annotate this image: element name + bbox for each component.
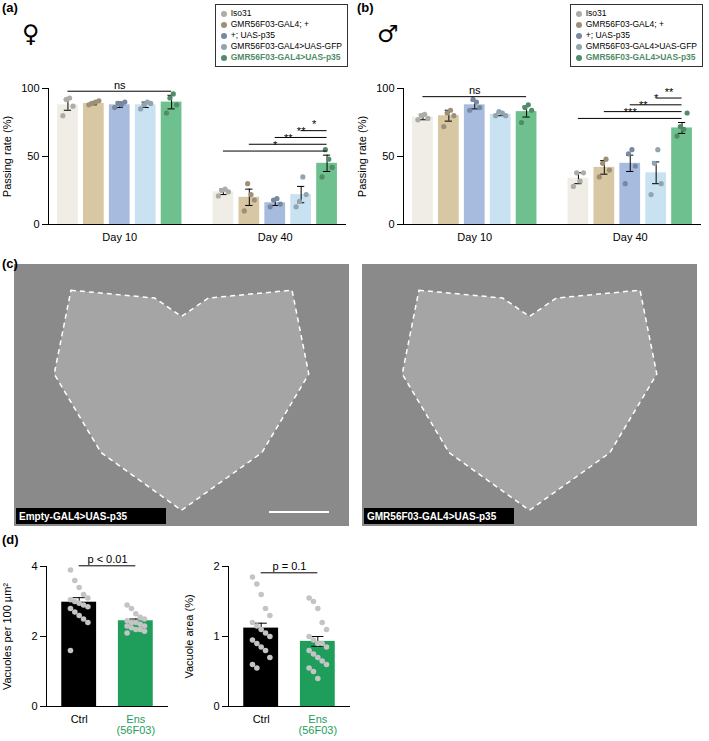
svg-text:*: * xyxy=(654,92,659,104)
svg-text:Day 40: Day 40 xyxy=(258,231,293,243)
html-text:(a): (a) xyxy=(2,0,18,15)
svg-text:Ens(56F03): Ens(56F03) xyxy=(299,713,338,736)
svg-text:100: 100 xyxy=(376,82,394,94)
svg-text:100: 100 xyxy=(21,82,39,94)
html-text:GMR56F03-GAL4>UAS-GFP: GMR56F03-GAL4>UAS-GFP xyxy=(230,41,342,51)
svg-text:Vacuole area (%): Vacuole area (%) xyxy=(183,594,195,678)
svg-text:***: *** xyxy=(624,106,638,118)
html-text:GMR56F03-GAL4; +: GMR56F03-GAL4; + xyxy=(585,19,664,29)
svg-text:2: 2 xyxy=(31,630,37,642)
svg-text:Ctrl: Ctrl xyxy=(253,713,270,725)
svg-text:Day 10: Day 10 xyxy=(102,231,137,243)
svg-text:1: 1 xyxy=(213,630,219,642)
html-text:Iso31: Iso31 xyxy=(230,8,252,18)
svg-text:GMR56F03-GAL4>UAS-p35: GMR56F03-GAL4>UAS-p35 xyxy=(367,511,497,522)
html-text:GMR56F03-GAL4>UAS-p35: GMR56F03-GAL4>UAS-p35 xyxy=(230,52,341,62)
html-text:(b): (b) xyxy=(357,0,374,15)
html-text:+; UAS-p35: +; UAS-p35 xyxy=(585,30,630,40)
html-text:(c): (c) xyxy=(2,256,18,271)
svg-text:Passing rate (%): Passing rate (%) xyxy=(1,116,13,197)
svg-text:Vacuoles per 100 µm²: Vacuoles per 100 µm² xyxy=(1,583,13,690)
svg-text:0: 0 xyxy=(31,700,37,712)
svg-text:Day 10: Day 10 xyxy=(457,231,492,243)
html-text:GMR56F03-GAL4>UAS-GFP: GMR56F03-GAL4>UAS-GFP xyxy=(585,41,697,51)
svg-text:50: 50 xyxy=(27,150,39,162)
svg-text:*: * xyxy=(273,139,278,151)
html-text:GMR56F03-GAL4; +: GMR56F03-GAL4; + xyxy=(230,19,309,29)
svg-text:4: 4 xyxy=(31,560,37,572)
svg-text:Ens(56F03): Ens(56F03) xyxy=(117,713,156,736)
svg-text:p < 0.01: p < 0.01 xyxy=(87,553,127,565)
svg-text:ns: ns xyxy=(469,84,481,96)
html-text:(d): (d) xyxy=(2,532,19,547)
svg-text:Ctrl: Ctrl xyxy=(71,713,88,725)
svg-text:**: ** xyxy=(639,99,648,111)
svg-text:**: ** xyxy=(284,132,293,144)
svg-text:**: ** xyxy=(297,125,306,137)
svg-text:**: ** xyxy=(665,86,674,98)
svg-text:0: 0 xyxy=(33,218,39,230)
svg-text:*: * xyxy=(312,118,317,130)
html-text:Iso31: Iso31 xyxy=(585,8,607,18)
svg-text:Day 40: Day 40 xyxy=(613,231,648,243)
html-text:+; UAS-p35: +; UAS-p35 xyxy=(230,30,275,40)
svg-text:50: 50 xyxy=(382,150,394,162)
svg-text:Empty-GAL4>UAS-p35: Empty-GAL4>UAS-p35 xyxy=(19,511,128,522)
svg-text:ns: ns xyxy=(114,79,126,91)
svg-text:p = 0.1: p = 0.1 xyxy=(273,560,307,572)
html-text:GMR56F03-GAL4>UAS-p35: GMR56F03-GAL4>UAS-p35 xyxy=(585,52,696,62)
svg-text:0: 0 xyxy=(388,218,394,230)
svg-text:0: 0 xyxy=(213,700,219,712)
svg-text:Passing rate (%): Passing rate (%) xyxy=(356,116,368,197)
svg-text:2: 2 xyxy=(213,560,219,572)
